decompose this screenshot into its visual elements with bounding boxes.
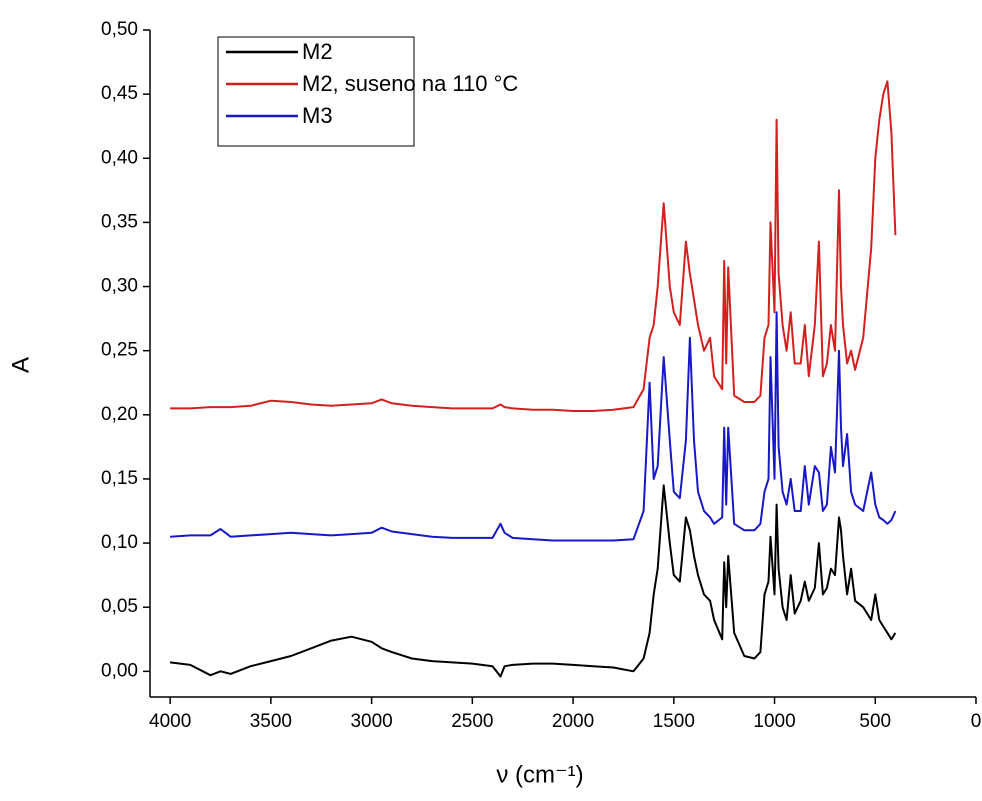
y-tick-label: 0,45 — [101, 83, 138, 104]
y-tick-label: 0,25 — [101, 340, 138, 361]
x-tick-label: 1500 — [653, 711, 695, 732]
x-tick-label: 2500 — [451, 711, 493, 732]
legend-label: M2 — [302, 39, 333, 64]
legend-label: M2, suseno na 110 °C — [302, 71, 518, 96]
y-axis-label: A — [7, 357, 34, 373]
y-tick-label: 0,15 — [101, 468, 138, 489]
series-line — [170, 311, 897, 542]
y-tick-label: 0,10 — [101, 532, 138, 553]
series-line — [169, 484, 897, 678]
y-tick-label: 0,40 — [101, 147, 138, 168]
x-tick-label: 3500 — [250, 711, 292, 732]
x-tick-label: 0 — [971, 711, 982, 732]
legend-box — [217, 36, 415, 147]
legend-label: M3 — [302, 103, 333, 128]
y-tick-label: 0,30 — [101, 276, 138, 297]
y-tick-label: 0,00 — [101, 660, 138, 681]
y-tick-label: 0,20 — [101, 404, 138, 425]
x-tick-label: 3000 — [350, 711, 392, 732]
x-tick-label: 1000 — [753, 711, 795, 732]
x-tick-label: 500 — [859, 711, 891, 732]
x-axis-label: ν (cm⁻¹) — [496, 761, 583, 788]
x-tick-label: 4000 — [149, 711, 191, 732]
y-tick-label: 0,50 — [101, 19, 138, 40]
y-tick-label: 0,35 — [101, 211, 138, 232]
x-tick-label: 2000 — [552, 711, 594, 732]
y-tick-label: 0,05 — [101, 596, 138, 617]
series-line — [170, 80, 897, 412]
